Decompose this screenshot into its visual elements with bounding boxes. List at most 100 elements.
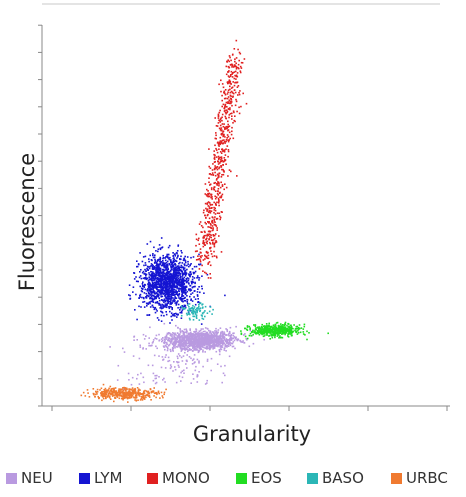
data-point xyxy=(205,338,208,340)
data-point xyxy=(206,382,208,384)
data-point xyxy=(213,255,216,257)
data-point xyxy=(182,289,184,291)
data-point xyxy=(230,98,232,100)
data-point xyxy=(191,268,194,270)
data-point xyxy=(165,256,167,258)
data-point xyxy=(205,346,207,349)
data-point xyxy=(219,142,221,145)
data-point xyxy=(139,275,142,277)
data-point xyxy=(170,260,172,262)
data-point xyxy=(216,201,218,204)
data-point xyxy=(274,334,276,336)
data-point xyxy=(208,206,211,208)
data-point xyxy=(186,302,189,305)
data-point xyxy=(145,273,148,276)
legend-item-urbc[interactable]: URBC xyxy=(391,470,448,486)
data-point xyxy=(211,336,213,339)
data-point xyxy=(128,388,130,390)
data-point xyxy=(214,181,216,184)
data-point xyxy=(115,390,117,392)
data-point xyxy=(205,333,208,336)
data-point xyxy=(206,242,208,245)
legend-item-mono[interactable]: MONO xyxy=(147,470,210,486)
data-point xyxy=(224,340,227,343)
data-point xyxy=(169,348,172,351)
data-point xyxy=(195,314,198,316)
data-point xyxy=(149,287,151,289)
data-point xyxy=(234,91,237,94)
data-point xyxy=(219,218,221,221)
data-point xyxy=(169,364,172,366)
data-point xyxy=(279,329,281,331)
data-point xyxy=(207,221,209,223)
data-point xyxy=(216,166,219,168)
data-point xyxy=(148,295,150,298)
data-point xyxy=(138,357,141,360)
data-point xyxy=(158,258,160,261)
data-point xyxy=(192,373,194,375)
data-point xyxy=(145,276,147,279)
data-point xyxy=(229,56,231,59)
data-point xyxy=(233,89,236,91)
data-point xyxy=(140,277,143,280)
data-point xyxy=(198,268,201,270)
data-point xyxy=(205,256,208,259)
data-point xyxy=(155,286,158,288)
data-point xyxy=(186,360,188,363)
data-point xyxy=(206,342,209,344)
data-point xyxy=(168,284,171,286)
data-point xyxy=(189,295,191,298)
data-point xyxy=(180,342,183,344)
data-point xyxy=(159,304,161,306)
data-point xyxy=(99,389,101,391)
data-point xyxy=(235,68,238,70)
data-point xyxy=(218,183,220,185)
data-point xyxy=(214,344,216,347)
data-point xyxy=(209,184,211,186)
data-point xyxy=(164,356,167,358)
data-point xyxy=(166,285,169,287)
data-point xyxy=(161,278,163,280)
data-point xyxy=(155,308,158,311)
data-point xyxy=(220,142,223,144)
data-point xyxy=(228,330,231,333)
data-point xyxy=(181,335,184,337)
data-point xyxy=(151,276,153,278)
data-point xyxy=(146,391,149,393)
data-point xyxy=(133,272,135,274)
data-point xyxy=(190,289,193,291)
data-point xyxy=(187,278,190,280)
data-point xyxy=(217,117,220,119)
data-point xyxy=(143,286,146,288)
data-point xyxy=(122,388,125,390)
data-point xyxy=(149,302,151,305)
data-point xyxy=(216,193,219,195)
data-point xyxy=(151,273,154,276)
legend-item-lym[interactable]: LYM xyxy=(79,470,122,486)
data-point xyxy=(156,288,158,291)
data-point xyxy=(280,330,283,332)
data-point xyxy=(225,112,227,115)
data-point xyxy=(147,287,149,290)
data-point xyxy=(167,256,169,258)
data-point xyxy=(159,276,162,278)
data-point xyxy=(253,324,255,326)
data-point xyxy=(184,261,187,264)
data-point xyxy=(170,273,172,275)
data-point xyxy=(227,101,229,103)
legend-item-baso[interactable]: BASO xyxy=(307,470,364,486)
data-point xyxy=(170,306,172,308)
data-point xyxy=(202,211,205,214)
data-point xyxy=(284,321,287,324)
data-point xyxy=(297,332,300,334)
data-point xyxy=(214,216,216,218)
data-point xyxy=(231,54,234,56)
legend-item-neu[interactable]: NEU xyxy=(6,470,53,486)
data-point xyxy=(176,337,178,339)
data-point xyxy=(149,254,151,257)
legend-item-eos[interactable]: EOS xyxy=(236,470,282,486)
data-point xyxy=(189,333,192,335)
data-point xyxy=(234,60,236,63)
data-point xyxy=(230,87,233,89)
data-point xyxy=(228,70,230,72)
